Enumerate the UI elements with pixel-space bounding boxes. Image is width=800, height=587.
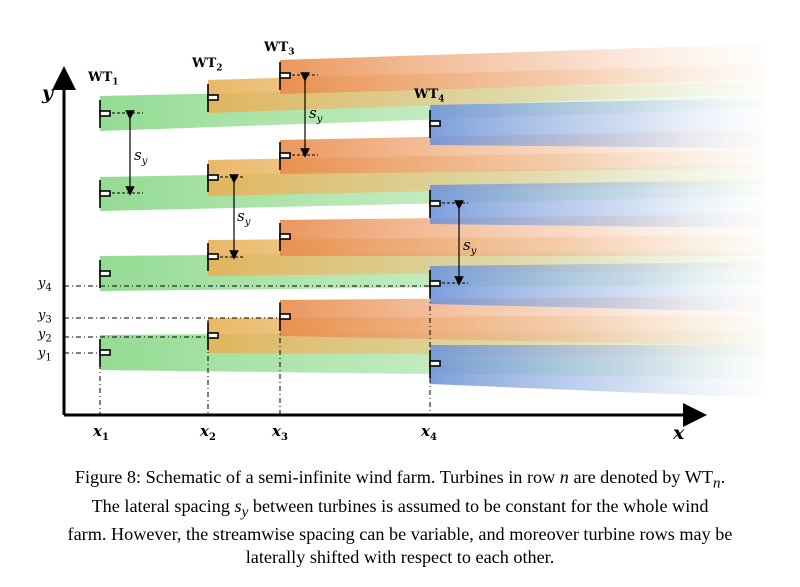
turbines: [99, 62, 441, 378]
x-tick-x1: x1: [93, 422, 109, 443]
axes: [52, 66, 707, 427]
y-tick-y3: y3: [38, 308, 52, 326]
y-tick-y4: y4: [38, 276, 52, 294]
x-axis-label: x: [673, 422, 685, 444]
caption-line-1: Figure 8: Schematic of a semi-infinite w…: [74, 467, 726, 492]
turbine-label-wt4: WT4: [414, 87, 445, 105]
wakes-row-3: [280, 44, 765, 346]
turbine-label-wt2: WT2: [192, 56, 223, 74]
spacing-label-3: sy: [309, 104, 323, 125]
y-reference-lines: [64, 285, 430, 354]
wind-farm-schematic: [52, 44, 765, 427]
turbines-row-4: [429, 110, 441, 378]
turbine-label-wt3: WT3: [264, 40, 295, 58]
wake-row4-b: [430, 180, 765, 228]
turbine-label-wt1: WT1: [88, 70, 119, 88]
turbines-row-1: [99, 100, 111, 367]
turbines-row-2: [207, 84, 219, 350]
caption-line-2: The lateral spacing sy between turbines …: [91, 495, 709, 521]
spacing-indicators: [112, 72, 468, 286]
x-tick-x2: x2: [200, 422, 216, 443]
spacing-label-2: sy: [237, 207, 251, 228]
spacing-label-4: sy: [463, 236, 477, 257]
caption-line-3: farm. However, the streamwise spacing ca…: [67, 524, 733, 545]
caption-line-4: laterally shifted with respect to each o…: [245, 547, 555, 568]
x-tick-x4: x4: [421, 422, 437, 443]
wake-row4-a: [430, 98, 765, 148]
wake-row3-a: [280, 44, 765, 94]
turbines-row-3: [279, 62, 291, 331]
y-tick-y1: y1: [38, 346, 52, 364]
wake-row4-c: [430, 262, 765, 312]
y-tick-y2: y2: [38, 327, 52, 345]
spacing-label-1: sy: [134, 146, 148, 167]
figure-caption: Figure 8: Schematic of a semi-infinite w…: [0, 466, 800, 569]
wake-row4-d: [430, 345, 765, 398]
x-tick-x3: x3: [272, 422, 288, 443]
wakes-row-4: [430, 98, 765, 398]
y-axis-label: y: [42, 82, 54, 104]
